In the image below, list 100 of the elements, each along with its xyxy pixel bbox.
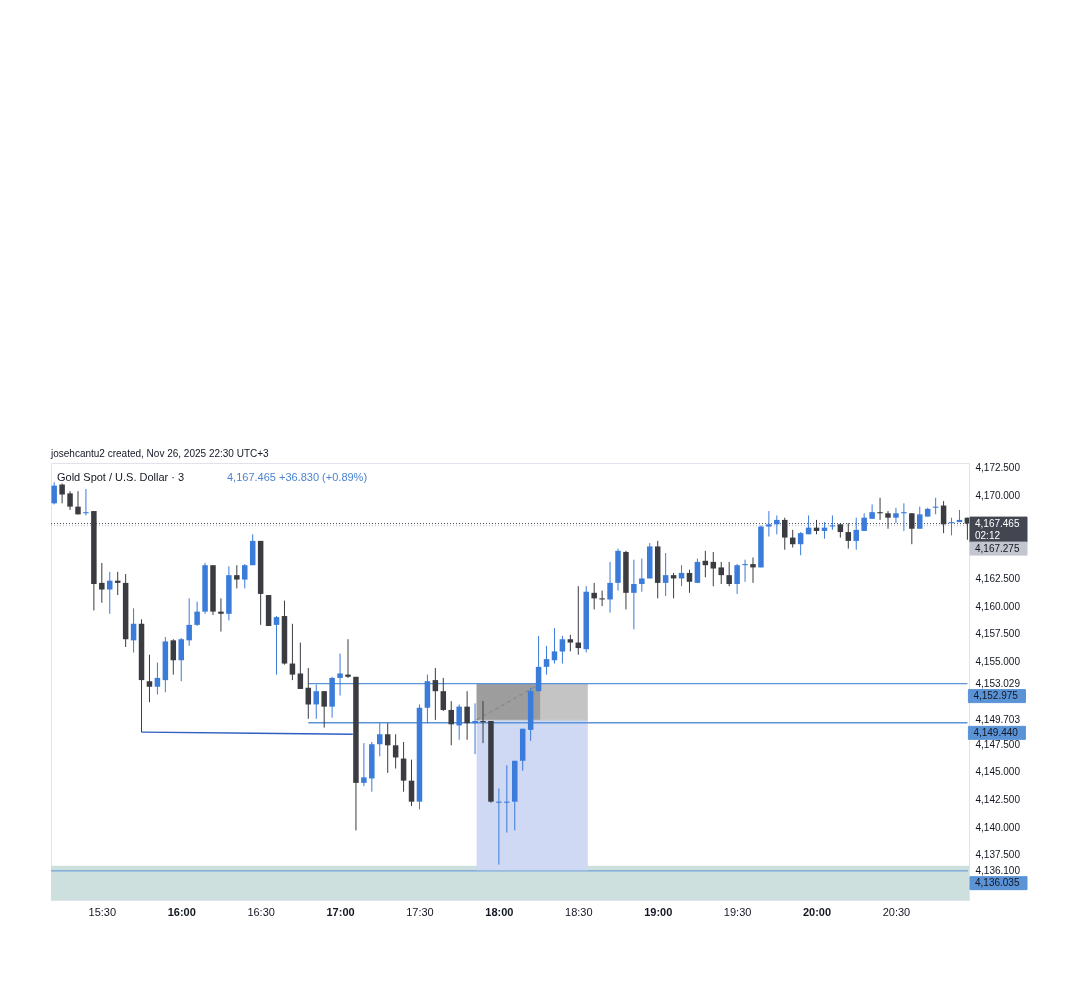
candlestick bbox=[885, 510, 891, 530]
candlestick bbox=[194, 601, 200, 627]
candlestick bbox=[869, 503, 875, 520]
candlestick bbox=[170, 638, 177, 676]
y-tick-label: 4,137.500 bbox=[975, 849, 1021, 861]
x-tick-label: 16:00 bbox=[167, 905, 196, 918]
candlestick bbox=[917, 506, 923, 530]
candlestick bbox=[337, 653, 343, 697]
candlestick bbox=[591, 582, 597, 610]
candlestick bbox=[686, 569, 693, 594]
y-tick-label: 4,136.100 bbox=[975, 864, 1021, 876]
candlestick bbox=[408, 759, 415, 807]
candlestick bbox=[59, 482, 65, 504]
candlestick bbox=[901, 502, 907, 532]
candlestick bbox=[893, 507, 899, 524]
candlestick bbox=[289, 623, 296, 681]
candlestick bbox=[599, 590, 605, 607]
x-tick-label: 16:30 bbox=[247, 905, 275, 918]
y-tick-label: 4,149.703 bbox=[975, 714, 1021, 726]
candlestick bbox=[782, 517, 788, 551]
y-tick-label: 4,160.000 bbox=[975, 600, 1021, 612]
x-tick-label: 18:30 bbox=[565, 905, 593, 918]
candlestick bbox=[321, 690, 327, 729]
candlestick bbox=[829, 514, 836, 531]
candlestick bbox=[631, 559, 637, 630]
candlestick bbox=[154, 661, 161, 695]
candlestick bbox=[51, 481, 57, 505]
y-tick-label: 4,170.000 bbox=[975, 490, 1021, 502]
ref-line-label: 4,136.035 bbox=[975, 877, 1020, 889]
candlestick bbox=[456, 703, 462, 741]
candlestick bbox=[845, 522, 852, 550]
candlestick bbox=[766, 510, 772, 537]
candlestick bbox=[440, 677, 447, 712]
y-tick-label: 4,172.500 bbox=[975, 462, 1021, 474]
candlestick bbox=[853, 517, 859, 551]
candlestick bbox=[107, 571, 113, 615]
x-tick-label: 20:00 bbox=[802, 905, 832, 918]
candlestick bbox=[273, 615, 280, 676]
candlestick bbox=[384, 722, 391, 774]
candlestick bbox=[67, 490, 73, 511]
y-tick-label: 4,155.000 bbox=[975, 655, 1021, 667]
y-tick-label: 4,140.000 bbox=[975, 821, 1021, 833]
candlestick bbox=[504, 764, 510, 834]
y-tick-label: 4,145.000 bbox=[975, 766, 1021, 778]
ref-line-label: 4,167.275 bbox=[975, 542, 1020, 554]
candlestick bbox=[432, 667, 439, 721]
y-tick-label: 4,142.500 bbox=[975, 793, 1021, 805]
candlestick bbox=[242, 563, 248, 589]
candlestick bbox=[99, 562, 105, 604]
y-tick-label: 4,147.500 bbox=[975, 738, 1021, 750]
candlestick bbox=[361, 742, 367, 787]
candlestick bbox=[448, 700, 454, 746]
y-tick-label: 4,153.029 bbox=[975, 677, 1021, 689]
candlestick bbox=[464, 690, 470, 741]
candlestick bbox=[797, 531, 804, 556]
y-tick-label: 4,162.500 bbox=[975, 572, 1021, 584]
candlestick bbox=[639, 558, 645, 593]
x-tick-label: 19:00 bbox=[644, 905, 673, 918]
x-tick-label: 19:30 bbox=[723, 905, 752, 918]
candlestick bbox=[734, 563, 740, 595]
candlestick bbox=[377, 722, 383, 757]
candlestick bbox=[480, 700, 486, 744]
candlestick bbox=[313, 684, 319, 720]
candlestick bbox=[392, 733, 399, 770]
candlestick bbox=[877, 497, 883, 521]
candlestick bbox=[146, 654, 153, 703]
data-label: 4,152.975 bbox=[973, 690, 1019, 702]
candlestick bbox=[559, 635, 566, 665]
candlestick bbox=[345, 638, 351, 679]
text: 4,167.465 +36.830 (+0.89%) bbox=[227, 471, 368, 483]
candlestick bbox=[774, 514, 780, 535]
y-tick-label: 4,157.500 bbox=[975, 628, 1021, 640]
candlestick bbox=[297, 642, 304, 690]
candlestick bbox=[472, 702, 478, 755]
candlestick bbox=[718, 561, 724, 585]
candlestick bbox=[218, 597, 224, 632]
text: josehcantu2 created, Nov 26, 2025 22:30 UTC+3 bbox=[50, 448, 270, 459]
candlestick bbox=[178, 637, 184, 682]
candlestick bbox=[234, 564, 240, 589]
candlestick bbox=[694, 558, 701, 584]
data-label: 4,149.440 bbox=[973, 726, 1019, 738]
candlestick bbox=[909, 512, 915, 545]
candlestick bbox=[726, 561, 732, 587]
candlestick bbox=[742, 559, 748, 583]
candlestick bbox=[710, 551, 717, 587]
x-tick-label: 15:30 bbox=[88, 905, 117, 918]
text: Gold Spot / U.S. Dollar · 3 bbox=[57, 471, 185, 483]
candlestick bbox=[543, 645, 550, 676]
candlestick bbox=[496, 787, 502, 866]
candlestick bbox=[400, 741, 407, 793]
x-tick-label: 17:00 bbox=[326, 905, 355, 918]
ref-line-label: 4,167.465 02:12 bbox=[975, 517, 1020, 541]
candlestick bbox=[551, 627, 558, 665]
x-tick-label: 18:00 bbox=[485, 905, 514, 918]
candlestick bbox=[83, 488, 89, 516]
candlestick bbox=[662, 552, 669, 597]
x-tick-label: 20:30 bbox=[882, 905, 911, 918]
candlestick bbox=[607, 561, 613, 614]
candlestick bbox=[750, 556, 756, 584]
x-tick-label: 17:30 bbox=[406, 905, 434, 918]
